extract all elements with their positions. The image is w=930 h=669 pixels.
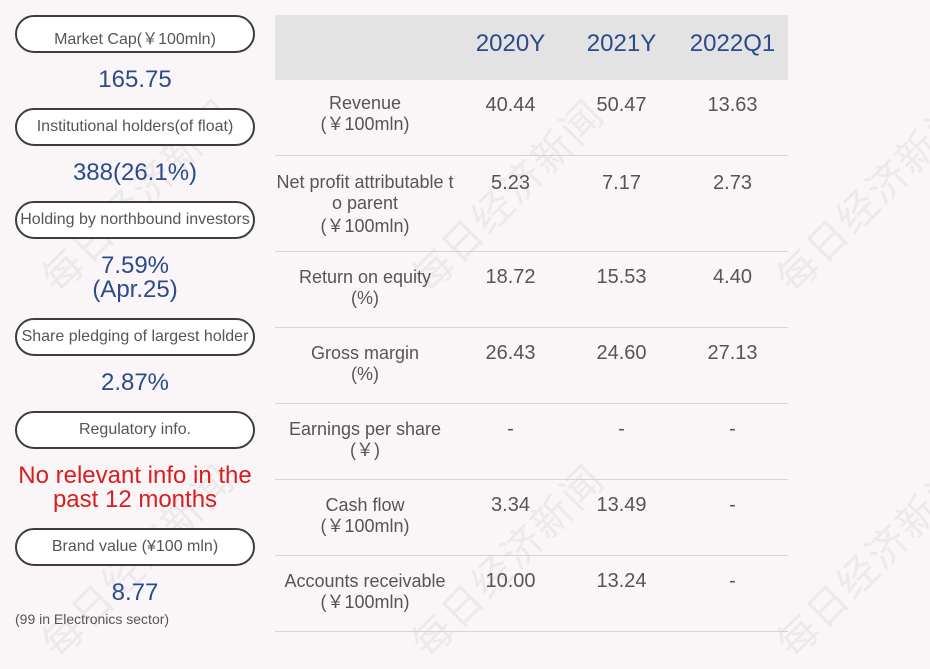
institutional-holders-label: Institutional holders(of float) [15,108,255,146]
institutional-holders-value: 388(26.1%) [72,159,198,186]
header-2020y: 2020Y [475,30,546,57]
table-header: 2020Y 2021Y 2022Q1 [275,15,788,80]
row-label: Accounts receivable (￥100mln) [284,571,446,612]
table-cell: 13.63 [707,94,758,116]
table-cell: 40.44 [485,94,536,116]
table-cell: 18.72 [485,266,536,288]
financial-table: 2020Y 2021Y 2022Q1 Revenue (￥100mln) 40.4… [275,15,788,632]
key-metrics-panel: Market Cap(￥100mln) 165.75 Institutional… [15,15,255,627]
table-cell: - [507,418,514,440]
header-2021y: 2021Y [586,30,657,57]
table-row: Accounts receivable (￥100mln) 10.00 13.24… [275,556,788,632]
northbound-holding-label: Holding by northbound investors [15,201,255,239]
market-cap-label: Market Cap(￥100mln) [15,15,255,53]
table-row: Cash flow (￥100mln) 3.34 13.49 - [275,480,788,556]
table-cell: 3.34 [491,494,530,516]
northbound-holding-date: (Apr.25) [92,276,178,303]
regulatory-info-label: Regulatory info. [15,411,255,449]
table-row: Earnings per share (￥) - - - [275,404,788,480]
table-row: Gross margin (%) 26.43 24.60 27.13 [275,328,788,404]
brand-value-value: 8.77 [111,579,159,606]
table-cell: 7.17 [602,172,641,194]
row-label: Gross margin (%) [310,343,420,384]
header-2022q1: 2022Q1 [689,30,776,57]
table-cell: 2.73 [713,172,752,194]
table-cell: - [618,418,625,440]
row-label: Revenue (￥100mln) [320,93,410,134]
market-cap-value: 165.75 [98,66,172,93]
regulatory-info-value: No relevant info in the [18,462,252,489]
row-label: Cash flow (￥100mln) [320,495,410,536]
table-row: Return on equity (%) 18.72 15.53 4.40 [275,252,788,328]
table-cell: - [729,494,736,516]
regulatory-info-value-line2: past 12 months [52,486,218,513]
share-pledging-value: 2.87% [100,369,170,396]
table-cell: 27.13 [707,342,758,364]
table-cell: 15.53 [596,266,647,288]
brand-value-note: (99 in Electronics sector) [15,611,170,627]
northbound-holding-value: 7.59% [100,252,170,279]
table-cell: - [729,570,736,592]
table-cell: 13.49 [596,494,647,516]
table-cell: 50.47 [596,94,647,116]
share-pledging-label: Share pledging of largest holder [15,318,255,356]
table-cell: 4.40 [713,266,752,288]
table-cell: 10.00 [485,570,536,592]
table-cell: 26.43 [485,342,536,364]
brand-value-label: Brand value (¥100 mln) [15,528,255,566]
table-cell: - [729,418,736,440]
table-cell: 5.23 [491,172,530,194]
table-cell: 13.24 [596,570,647,592]
row-label: Return on equity (%) [298,267,432,308]
row-label: Earnings per share (￥) [288,419,442,460]
table-row: Revenue (￥100mln) 40.44 50.47 13.63 [275,80,788,156]
table-cell: 24.60 [596,342,647,364]
